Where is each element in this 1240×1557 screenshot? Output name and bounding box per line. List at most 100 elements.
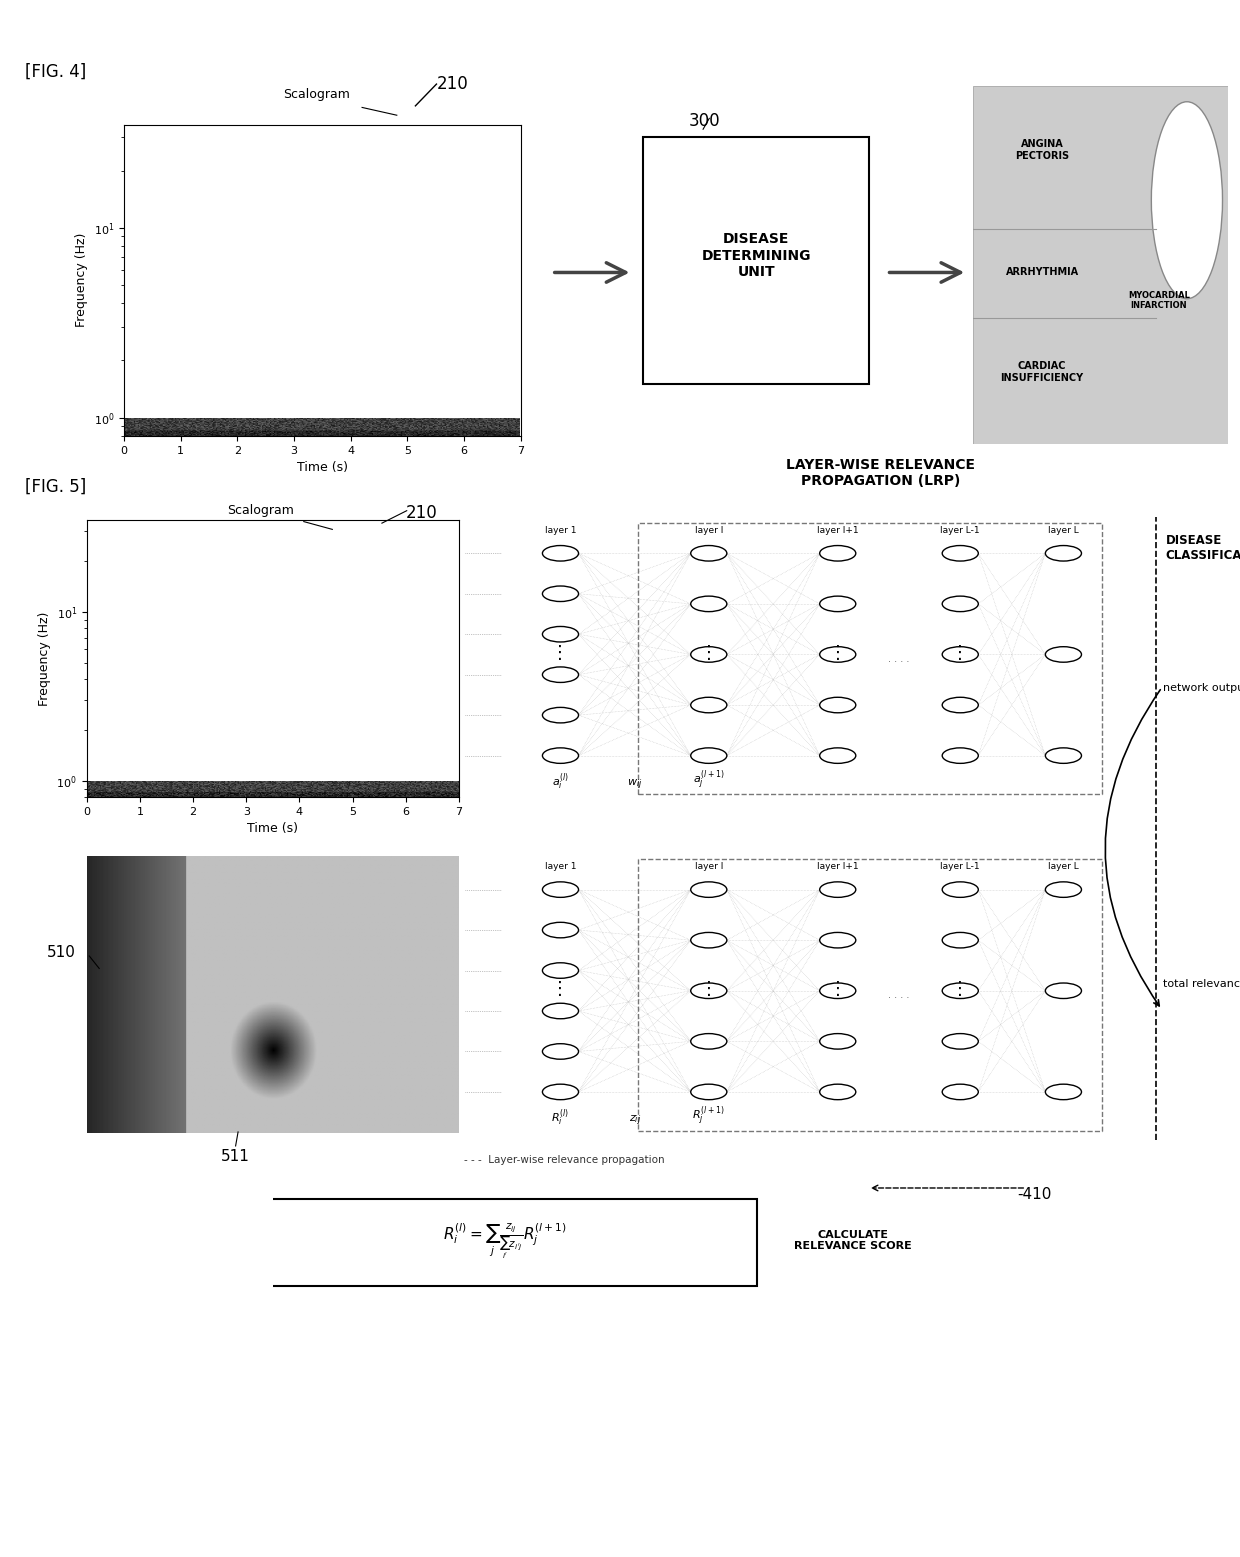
Text: Scalogram: Scalogram (227, 504, 294, 517)
Circle shape (542, 881, 579, 897)
Circle shape (691, 1034, 727, 1049)
Text: 510: 510 (47, 945, 76, 961)
Text: ⋮: ⋮ (828, 645, 847, 662)
Circle shape (691, 596, 727, 612)
Circle shape (691, 1084, 727, 1099)
Circle shape (942, 933, 978, 948)
Circle shape (691, 698, 727, 713)
Text: layer 1: layer 1 (544, 526, 577, 534)
Text: $z_{ij}$: $z_{ij}$ (629, 1113, 641, 1127)
X-axis label: Time (s): Time (s) (247, 822, 299, 836)
Text: layer l+1: layer l+1 (817, 526, 858, 534)
Circle shape (542, 707, 579, 722)
Text: ⋮: ⋮ (951, 981, 970, 998)
Text: [FIG. 5]: [FIG. 5] (25, 478, 86, 497)
Text: CALCULATE
RELEVANCE SCORE: CALCULATE RELEVANCE SCORE (794, 1230, 911, 1252)
Text: 511: 511 (221, 1149, 250, 1165)
Circle shape (542, 1043, 579, 1059)
Text: ⋮: ⋮ (699, 645, 718, 662)
Text: . . . .: . . . . (888, 990, 910, 1000)
Text: $a_i^{(l)}$: $a_i^{(l)}$ (552, 771, 569, 791)
Circle shape (542, 962, 579, 978)
Text: $R_i^{(l)}$: $R_i^{(l)}$ (552, 1107, 569, 1127)
Y-axis label: Frequency (Hz): Frequency (Hz) (38, 612, 51, 705)
Text: layer l: layer l (694, 863, 723, 870)
Circle shape (820, 881, 856, 897)
Circle shape (820, 1084, 856, 1099)
Text: - - -  Layer-wise relevance propagation: - - - Layer-wise relevance propagation (464, 1155, 665, 1165)
Circle shape (820, 596, 856, 612)
Circle shape (542, 585, 579, 601)
Circle shape (691, 646, 727, 662)
Text: layer l+1: layer l+1 (817, 863, 858, 870)
Circle shape (1045, 747, 1081, 763)
Circle shape (942, 1084, 978, 1099)
Circle shape (542, 626, 579, 641)
Text: layer L: layer L (1048, 863, 1079, 870)
Text: DISEASE
CLASSIFICATION: DISEASE CLASSIFICATION (1166, 534, 1240, 562)
Text: ANGINA
PECTORIS: ANGINA PECTORIS (1016, 139, 1069, 160)
Circle shape (1045, 1084, 1081, 1099)
Circle shape (542, 922, 579, 937)
Text: . . . .: . . . . (888, 654, 910, 663)
Text: MYOCARDIAL
INFARCTION: MYOCARDIAL INFARCTION (1128, 291, 1190, 310)
Circle shape (1045, 545, 1081, 561)
Ellipse shape (1151, 101, 1223, 299)
Circle shape (1045, 982, 1081, 998)
Circle shape (542, 1003, 579, 1018)
Circle shape (942, 596, 978, 612)
Circle shape (691, 933, 727, 948)
Circle shape (942, 646, 978, 662)
Circle shape (691, 545, 727, 561)
Circle shape (942, 1034, 978, 1049)
Circle shape (820, 747, 856, 763)
Text: LAYER-WISE RELEVANCE
PROPAGATION (LRP): LAYER-WISE RELEVANCE PROPAGATION (LRP) (786, 458, 975, 489)
Text: 210: 210 (436, 75, 469, 93)
Circle shape (942, 881, 978, 897)
Circle shape (691, 982, 727, 998)
Circle shape (542, 747, 579, 763)
Circle shape (942, 747, 978, 763)
Text: 300: 300 (688, 112, 720, 131)
Text: $R_i^{(l)} = \sum_j \frac{z_{ij}}{\sum_{i^{\prime}} z_{i^{\prime}j}} R_j^{(l+1)}: $R_i^{(l)} = \sum_j \frac{z_{ij}}{\sum_{… (443, 1221, 567, 1261)
Text: total relevance: total relevance (1163, 979, 1240, 989)
Circle shape (1045, 881, 1081, 897)
Circle shape (542, 545, 579, 561)
Text: [FIG. 4]: [FIG. 4] (25, 62, 86, 81)
Text: layer L-1: layer L-1 (940, 526, 980, 534)
Text: ⋮: ⋮ (699, 981, 718, 998)
Text: ⋮: ⋮ (828, 981, 847, 998)
Text: network output: network output (1163, 684, 1240, 693)
Text: 210: 210 (405, 504, 438, 523)
FancyBboxPatch shape (973, 86, 1228, 444)
Text: ARRHYTHMIA: ARRHYTHMIA (1006, 266, 1079, 277)
Circle shape (691, 747, 727, 763)
Y-axis label: Frequency (Hz): Frequency (Hz) (76, 234, 88, 327)
Circle shape (1045, 646, 1081, 662)
Text: layer L: layer L (1048, 526, 1079, 534)
Text: $R_j^{(l+1)}$: $R_j^{(l+1)}$ (692, 1104, 725, 1127)
Circle shape (942, 545, 978, 561)
Circle shape (542, 1084, 579, 1099)
Text: $w_{ij}$: $w_{ij}$ (627, 777, 642, 791)
X-axis label: Time (s): Time (s) (296, 461, 348, 475)
Text: CARDIAC
INSUFFICIENCY: CARDIAC INSUFFICIENCY (1001, 361, 1084, 383)
Text: -410: -410 (1017, 1186, 1052, 1202)
Circle shape (820, 545, 856, 561)
Text: ⋮: ⋮ (552, 981, 569, 998)
Text: Scalogram: Scalogram (283, 89, 350, 101)
Circle shape (820, 1034, 856, 1049)
Circle shape (942, 698, 978, 713)
Circle shape (820, 933, 856, 948)
Text: ⋮: ⋮ (951, 645, 970, 662)
Text: layer L-1: layer L-1 (940, 863, 980, 870)
Text: layer 1: layer 1 (544, 863, 577, 870)
Circle shape (691, 881, 727, 897)
Circle shape (820, 698, 856, 713)
Text: DISEASE
DETERMINING
UNIT: DISEASE DETERMINING UNIT (702, 232, 811, 279)
Circle shape (942, 982, 978, 998)
Circle shape (820, 646, 856, 662)
Circle shape (820, 982, 856, 998)
FancyBboxPatch shape (644, 137, 869, 385)
Circle shape (542, 666, 579, 682)
